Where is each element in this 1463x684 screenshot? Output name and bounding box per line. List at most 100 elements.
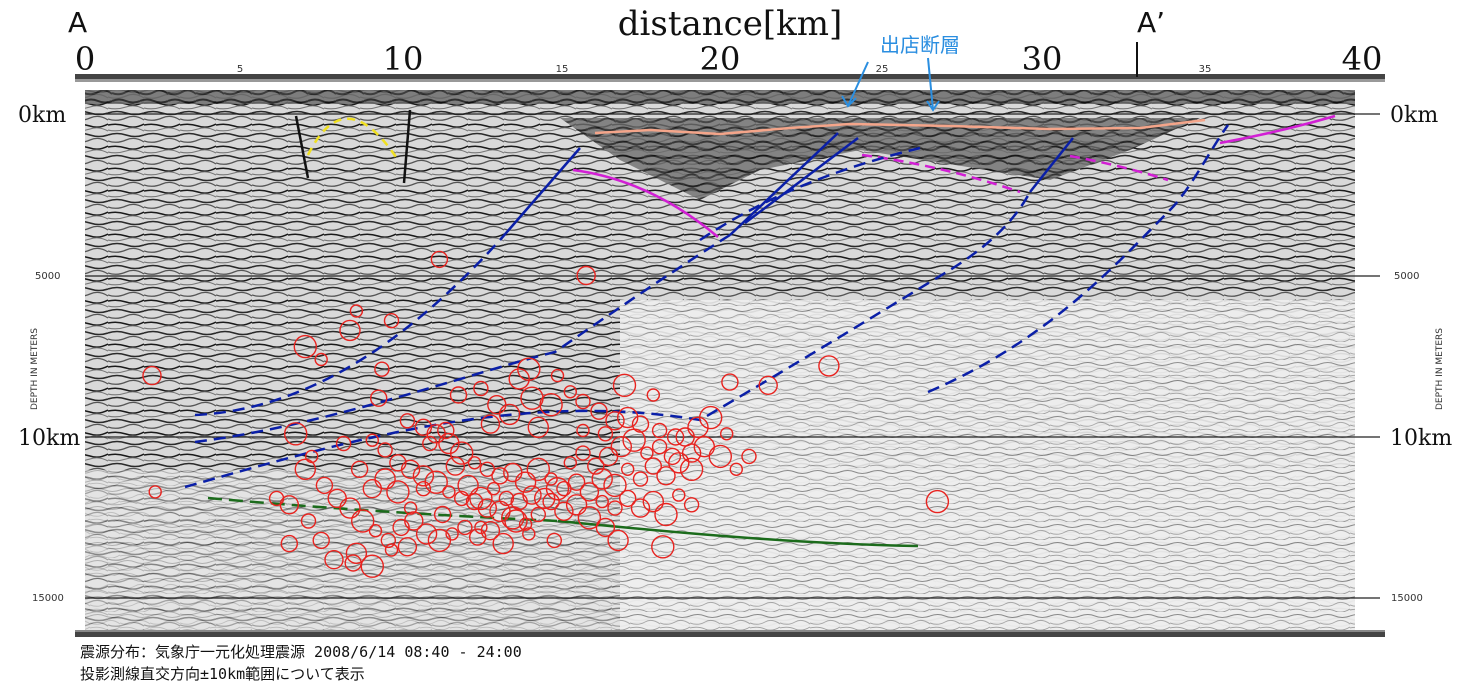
hypocenter-point bbox=[631, 415, 650, 433]
depth-label-5000-left: 5000 bbox=[35, 271, 60, 282]
hypocenter-point bbox=[591, 468, 613, 490]
depth-label-15000-left: 15000 bbox=[32, 593, 64, 604]
hypocenter-point bbox=[477, 498, 497, 518]
hypocenter-point bbox=[427, 528, 452, 553]
hypocenter-point bbox=[563, 385, 577, 399]
hypocenter-point bbox=[368, 524, 383, 538]
hypocenter-point bbox=[351, 509, 375, 533]
hypocenter-point bbox=[445, 527, 459, 541]
hypocenter-point bbox=[534, 487, 556, 510]
hypocenter-point bbox=[644, 457, 662, 475]
hypocenter-point bbox=[400, 459, 421, 479]
depth-km-labels: 0km 10km 0km 10km bbox=[18, 103, 1452, 451]
hypocenter-point bbox=[312, 531, 330, 550]
hypocenter-point bbox=[818, 355, 840, 377]
hypocenter-point bbox=[486, 482, 501, 496]
hypocenter-point bbox=[415, 523, 438, 545]
hypocenter-point bbox=[563, 456, 577, 470]
hypocenter-point bbox=[729, 462, 743, 476]
hypocenter-point bbox=[518, 517, 533, 531]
hypocenter-point bbox=[442, 485, 456, 499]
hypocenter-point bbox=[293, 334, 317, 359]
bottom-ruler bbox=[75, 630, 1385, 637]
hypocenter-point bbox=[469, 486, 493, 511]
hypocenter-point bbox=[473, 380, 489, 397]
hypocenter-point bbox=[377, 442, 393, 458]
hypocenter-point bbox=[520, 386, 544, 410]
anticline-structure bbox=[294, 109, 412, 184]
section-start-label: A bbox=[68, 6, 87, 39]
depth-label-10km-right: 10km bbox=[1390, 426, 1452, 451]
hypocenter-point bbox=[422, 435, 438, 452]
hypocenter-point bbox=[607, 500, 623, 516]
hypocenter-point bbox=[721, 373, 739, 391]
hypocenter-point bbox=[491, 467, 509, 485]
hypocenter-point bbox=[365, 433, 379, 447]
hypocenter-point bbox=[349, 304, 364, 318]
hypocenter-point bbox=[445, 456, 465, 476]
hypocenter-point bbox=[324, 550, 344, 570]
hypocenter-point bbox=[142, 365, 162, 386]
hypocenter-point bbox=[575, 445, 591, 461]
hypocenter-point bbox=[498, 403, 521, 426]
hypocenter-point bbox=[339, 319, 361, 342]
hypocenter-point bbox=[430, 250, 449, 269]
hypocenter-point bbox=[554, 501, 574, 521]
hypocenter-point bbox=[457, 474, 479, 497]
hypocenter-point bbox=[646, 388, 660, 402]
hypocenter-point bbox=[663, 447, 682, 466]
hypocenter-point bbox=[415, 481, 432, 497]
hypocenter-point bbox=[344, 554, 362, 572]
hypocenter-point bbox=[666, 428, 685, 446]
hypocenter-point bbox=[590, 402, 608, 420]
hypocenter-point bbox=[683, 497, 700, 513]
hypocenter-point bbox=[449, 386, 468, 404]
depth-m-labels: 5000 15000 5000 15000 bbox=[32, 271, 1423, 604]
hypocenter-point bbox=[386, 480, 410, 504]
hypocenter-point bbox=[148, 485, 162, 499]
hypocenter-point bbox=[510, 492, 528, 511]
hypocenter-point bbox=[720, 427, 734, 441]
hypocenter-point bbox=[380, 532, 396, 549]
hypocenter-point bbox=[480, 521, 501, 541]
hypocenter-point bbox=[565, 494, 588, 516]
hypocenter-point bbox=[492, 532, 514, 555]
hypocenter-point bbox=[474, 520, 488, 535]
title: distance[km] bbox=[618, 4, 842, 44]
hypocenter-point bbox=[530, 506, 546, 523]
hypocenter-point bbox=[384, 543, 399, 557]
hypocenter-point bbox=[758, 375, 778, 395]
hypocenter-point bbox=[412, 465, 435, 487]
tick-label-25: 25 bbox=[876, 64, 889, 75]
hypocenter-point bbox=[300, 513, 317, 529]
tick-label-0: 0 bbox=[75, 40, 95, 78]
hypocenter-point bbox=[389, 454, 407, 472]
hypocenter-point bbox=[576, 265, 596, 286]
top-axis-minor: 5 15 25 35 bbox=[237, 64, 1212, 75]
hypocenter-point bbox=[656, 466, 676, 486]
hypocenter-point bbox=[508, 368, 530, 390]
hypocenter-point bbox=[370, 389, 388, 407]
hypocenter-point bbox=[457, 519, 473, 536]
hypocenter-point bbox=[345, 542, 368, 564]
hypocenter-point bbox=[550, 368, 565, 383]
depth-label-0km-right: 0km bbox=[1390, 103, 1438, 128]
hypocenter-point bbox=[526, 457, 550, 481]
hypocenter-point bbox=[454, 490, 470, 507]
hypocenter-point bbox=[607, 529, 629, 552]
hypocenter-point bbox=[399, 413, 416, 429]
hypocenter-point bbox=[595, 517, 616, 538]
hypocenter-point bbox=[597, 426, 614, 442]
depth-axis-title-left: DEPTH IN METERS bbox=[30, 328, 40, 410]
hypocenter-point bbox=[640, 446, 654, 460]
hypocenter-point bbox=[305, 449, 319, 464]
hypocenter-point bbox=[621, 462, 635, 476]
tick-label-20: 20 bbox=[700, 40, 741, 78]
hypocenter-point bbox=[587, 457, 605, 475]
tick-label-10: 10 bbox=[383, 40, 424, 78]
tick-label-5: 5 bbox=[237, 64, 243, 75]
hypocenter-point bbox=[642, 490, 664, 513]
hypocenter-point bbox=[469, 528, 487, 546]
depth-axis-title-right: DEPTH IN METERS bbox=[1435, 328, 1445, 410]
hypocenter-point bbox=[546, 532, 562, 549]
